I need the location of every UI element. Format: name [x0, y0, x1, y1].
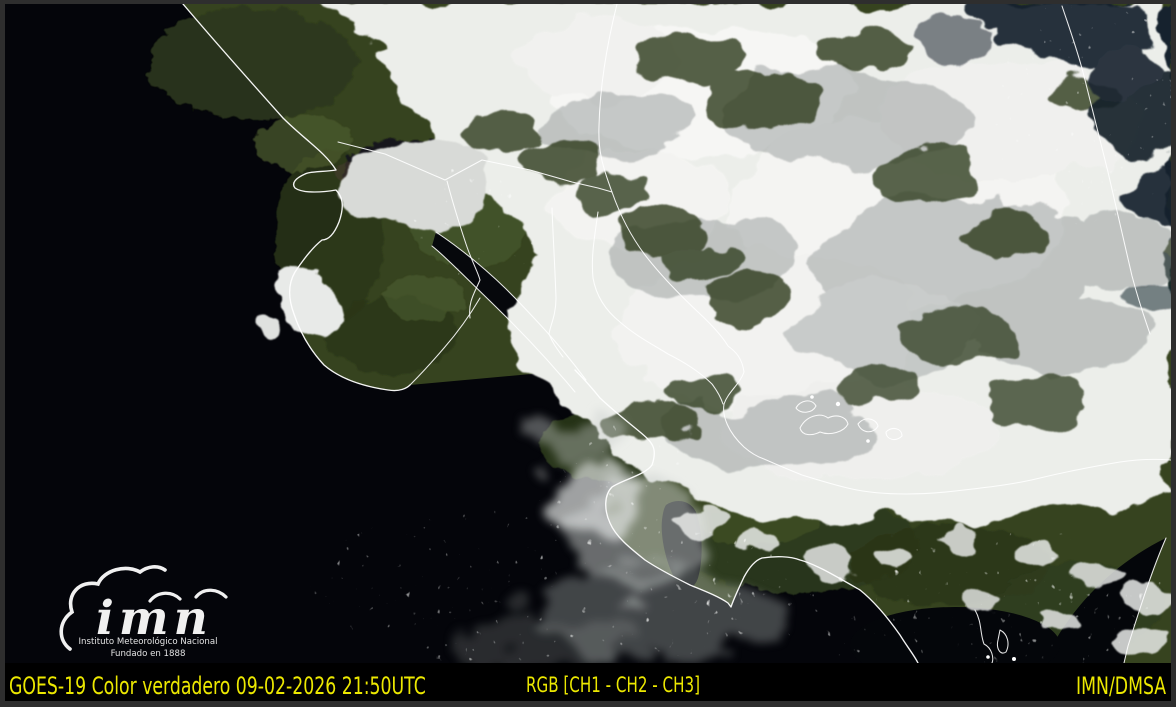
satellite-map: imn Instituto Meteorológico Nacional Fun…	[5, 4, 1171, 663]
imn-logo-cloud-arcs	[148, 588, 228, 603]
imn-logo-caption-1: Instituto Meteorológico Nacional	[79, 636, 218, 647]
satellite-scene-svg: imn Instituto Meteorológico Nacional Fun…	[5, 4, 1171, 663]
cloud-speckle-fields	[310, 4, 1171, 663]
imn-logo: imn Instituto Meteorológico Nacional Fun…	[59, 565, 228, 659]
status-bar: GOES-19 Color verdadero 09-02-2026 21:50…	[5, 663, 1171, 701]
map-borders-layer	[182, 4, 1171, 663]
rgb-channels-label: RGB [CH1 - CH2 - CH3]	[526, 673, 700, 697]
cloud-layer	[258, 4, 1171, 663]
imn-logo-acronym: imn	[96, 591, 213, 646]
imn-logo-caption-2: Fundado en 1888	[111, 649, 186, 659]
product-timestamp-label: GOES-19 Color verdadero 09-02-2026 21:50…	[9, 672, 426, 700]
credit-label: IMN/DMSA	[1075, 672, 1166, 700]
imn-logo-cloud-icon	[59, 565, 167, 651]
